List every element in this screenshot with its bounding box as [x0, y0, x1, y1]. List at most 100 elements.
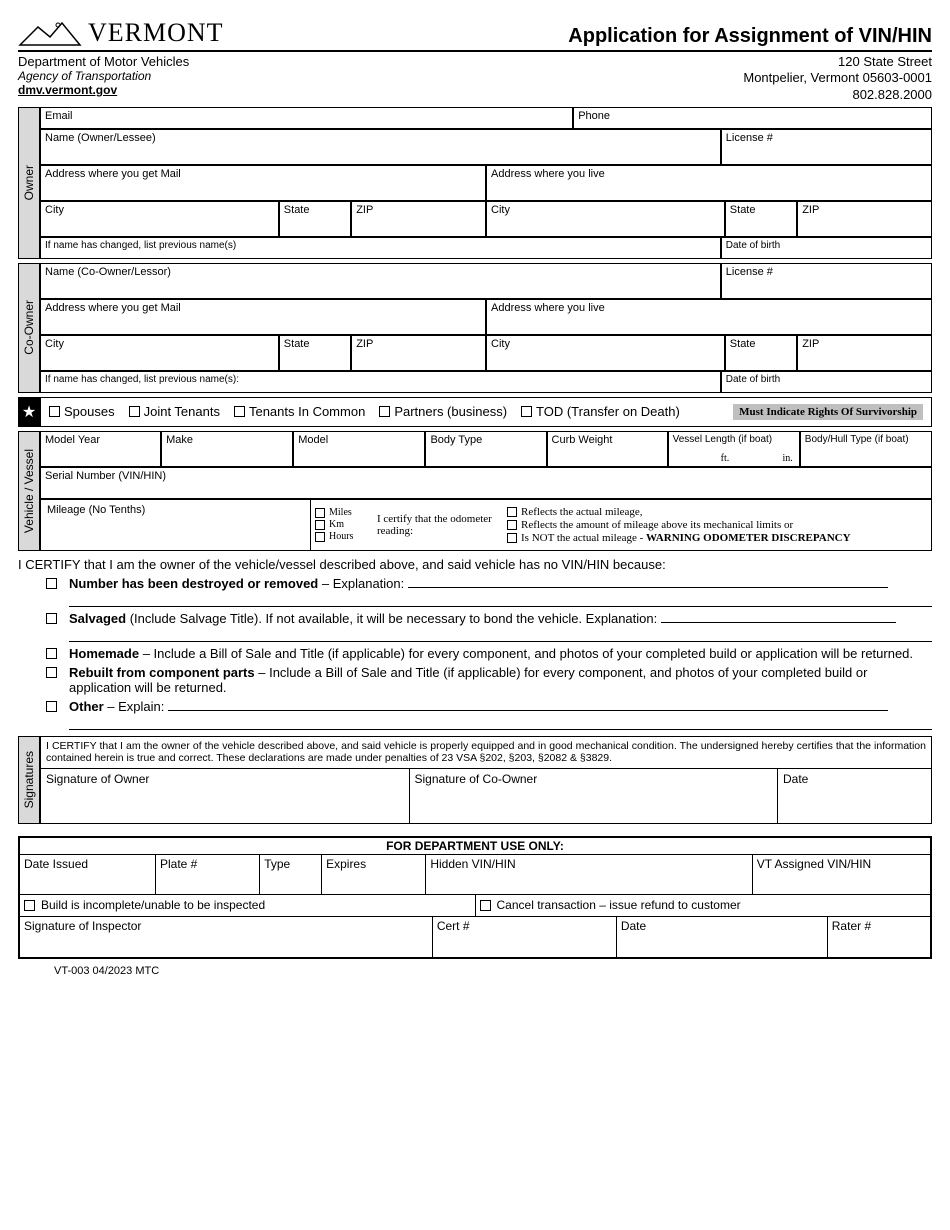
type-field[interactable]: Type: [260, 855, 322, 895]
coowner-live-state-field[interactable]: State: [725, 335, 797, 371]
hours-checkbox[interactable]: Hours: [315, 531, 367, 542]
vehicle-tab: Vehicle / Vessel: [18, 431, 40, 551]
not-actual-checkbox[interactable]: Is NOT the actual mileage - WARNING ODOM…: [507, 532, 925, 544]
mountain-icon: [18, 19, 82, 47]
owner-mail-zip-field[interactable]: ZIP: [351, 201, 486, 237]
reason-homemade-checkbox[interactable]: [46, 648, 57, 659]
must-indicate-label: Must Indicate Rights Of Survivorship: [733, 404, 923, 420]
owner-live-addr-field[interactable]: Address where you live: [486, 165, 932, 201]
coowner-mail-zip-field[interactable]: ZIP: [351, 335, 486, 371]
cancel-transaction-checkbox[interactable]: Cancel transaction – issue refund to cus…: [476, 895, 931, 917]
owner-live-state-field[interactable]: State: [725, 201, 797, 237]
miles-checkbox[interactable]: Miles: [315, 507, 367, 518]
odometer-options: Reflects the actual mileage, Reflects th…: [501, 500, 931, 550]
owner-live-city-field[interactable]: City: [486, 201, 725, 237]
logo-text: VERMONT: [88, 18, 224, 48]
dept-use-section: FOR DEPARTMENT USE ONLY: Date Issued Pla…: [18, 836, 932, 959]
reason-rebuilt-checkbox[interactable]: [46, 667, 57, 678]
owner-mail-city-field[interactable]: City: [40, 201, 279, 237]
coowner-tab: Co-Owner: [18, 263, 40, 393]
serial-number-field[interactable]: Serial Number (VIN/HIN): [40, 467, 932, 499]
reason-other-line2[interactable]: [69, 716, 932, 730]
reason-other-checkbox[interactable]: [46, 701, 57, 712]
sub-header: Department of Motor Vehicles Agency of T…: [18, 54, 932, 103]
reflects-actual-checkbox[interactable]: Reflects the actual mileage,: [507, 506, 925, 518]
reason-destroyed: Number has been destroyed or removed – E…: [46, 576, 932, 607]
owner-live-zip-field[interactable]: ZIP: [797, 201, 932, 237]
curb-weight-field[interactable]: Curb Weight: [547, 431, 668, 467]
plate-field[interactable]: Plate #: [156, 855, 260, 895]
owner-license-field[interactable]: License #: [721, 129, 932, 165]
header-phone: 802.828.2000: [743, 87, 932, 103]
rights-section: ★ Spouses Joint Tenants Tenants In Commo…: [18, 397, 932, 427]
reason-homemade: Homemade – Include a Bill of Sale and Ti…: [46, 646, 932, 661]
owner-tab: Owner: [18, 107, 40, 259]
coowner-mail-addr-field[interactable]: Address where you get Mail: [40, 299, 486, 335]
reason-rebuilt: Rebuilt from component parts – Include a…: [46, 665, 932, 695]
mileage-field[interactable]: Mileage (No Tenths): [41, 500, 311, 550]
coowner-section: Co-Owner Name (Co-Owner/Lessor) License …: [18, 263, 932, 393]
model-year-field[interactable]: Model Year: [40, 431, 161, 467]
certify-statement: I CERTIFY that I am the owner of the veh…: [18, 557, 932, 572]
vt-assigned-vin-field[interactable]: VT Assigned VIN/HIN: [753, 855, 930, 895]
date-issued-field[interactable]: Date Issued: [20, 855, 156, 895]
coowner-dob-field[interactable]: Date of birth: [721, 371, 932, 393]
header-bar: VERMONT Application for Assignment of VI…: [18, 18, 932, 52]
coowner-prev-name-field[interactable]: If name has changed, list previous name(…: [40, 371, 721, 393]
owner-dob-field[interactable]: Date of birth: [721, 237, 932, 259]
inspector-signature-field[interactable]: Signature of Inspector: [20, 917, 433, 957]
owner-signature-field[interactable]: Signature of Owner: [41, 769, 410, 823]
reason-destroyed-checkbox[interactable]: [46, 578, 57, 589]
coowner-tab-label: Co-Owner: [22, 300, 36, 355]
coowner-live-zip-field[interactable]: ZIP: [797, 335, 932, 371]
reason-other-line[interactable]: [168, 710, 888, 711]
build-incomplete-checkbox[interactable]: Build is incomplete/unable to be inspect…: [20, 895, 476, 917]
make-field[interactable]: Make: [161, 431, 293, 467]
coowner-live-city-field[interactable]: City: [486, 335, 725, 371]
coowner-live-addr-field[interactable]: Address where you live: [486, 299, 932, 335]
dept-use-header: FOR DEPARTMENT USE ONLY:: [20, 838, 930, 855]
owner-name-field[interactable]: Name (Owner/Lessee): [40, 129, 721, 165]
partners-checkbox[interactable]: Partners (business): [379, 404, 507, 419]
reflects-above-limits-checkbox[interactable]: Reflects the amount of mileage above its…: [507, 519, 925, 531]
agency-name: Agency of Transportation: [18, 69, 189, 83]
owner-mail-state-field[interactable]: State: [279, 201, 351, 237]
coowner-mail-state-field[interactable]: State: [279, 335, 351, 371]
model-field[interactable]: Model: [293, 431, 425, 467]
km-checkbox[interactable]: Km: [315, 519, 367, 530]
vehicle-section: Vehicle / Vessel Model Year Make Model B…: [18, 431, 932, 551]
form-footer: VT-003 04/2023 MTC: [54, 965, 932, 977]
cert-number-field[interactable]: Cert #: [433, 917, 617, 957]
reason-destroyed-line2[interactable]: [69, 593, 932, 607]
addr-line1: 120 State Street: [743, 54, 932, 70]
reason-salvaged-checkbox[interactable]: [46, 613, 57, 624]
vessel-length-field[interactable]: Vessel Length (if boat) ft. in.: [668, 431, 800, 467]
owner-tab-label: Owner: [22, 165, 36, 200]
coowner-mail-city-field[interactable]: City: [40, 335, 279, 371]
spouses-checkbox[interactable]: Spouses: [49, 404, 115, 419]
reason-salvaged-line2[interactable]: [69, 628, 932, 642]
owner-prev-name-field[interactable]: If name has changed, list previous name(…: [40, 237, 721, 259]
reason-other: Other – Explain:: [46, 699, 932, 730]
email-field[interactable]: Email: [40, 107, 573, 129]
coowner-name-field[interactable]: Name (Co-Owner/Lessor): [40, 263, 721, 299]
coowner-license-field[interactable]: License #: [721, 263, 932, 299]
tenants-common-checkbox[interactable]: Tenants In Common: [234, 404, 365, 419]
signatures-tab: Signatures: [18, 736, 40, 824]
reason-salvaged-line[interactable]: [661, 622, 896, 623]
hidden-vin-field[interactable]: Hidden VIN/HIN: [426, 855, 752, 895]
hull-type-field[interactable]: Body/Hull Type (if boat): [800, 431, 932, 467]
tod-checkbox[interactable]: TOD (Transfer on Death): [521, 404, 680, 419]
joint-tenants-checkbox[interactable]: Joint Tenants: [129, 404, 220, 419]
signature-date-field[interactable]: Date: [778, 769, 931, 823]
phone-field[interactable]: Phone: [573, 107, 932, 129]
rater-number-field[interactable]: Rater #: [828, 917, 930, 957]
owner-mail-addr-field[interactable]: Address where you get Mail: [40, 165, 486, 201]
reason-destroyed-line[interactable]: [408, 587, 888, 588]
vehicle-tab-label: Vehicle / Vessel: [22, 449, 36, 533]
body-type-field[interactable]: Body Type: [425, 431, 546, 467]
dept-date-field[interactable]: Date: [617, 917, 828, 957]
coowner-signature-field[interactable]: Signature of Co-Owner: [410, 769, 779, 823]
mileage-row: Mileage (No Tenths) Miles Km Hours I cer…: [40, 499, 932, 551]
expires-field[interactable]: Expires: [322, 855, 426, 895]
